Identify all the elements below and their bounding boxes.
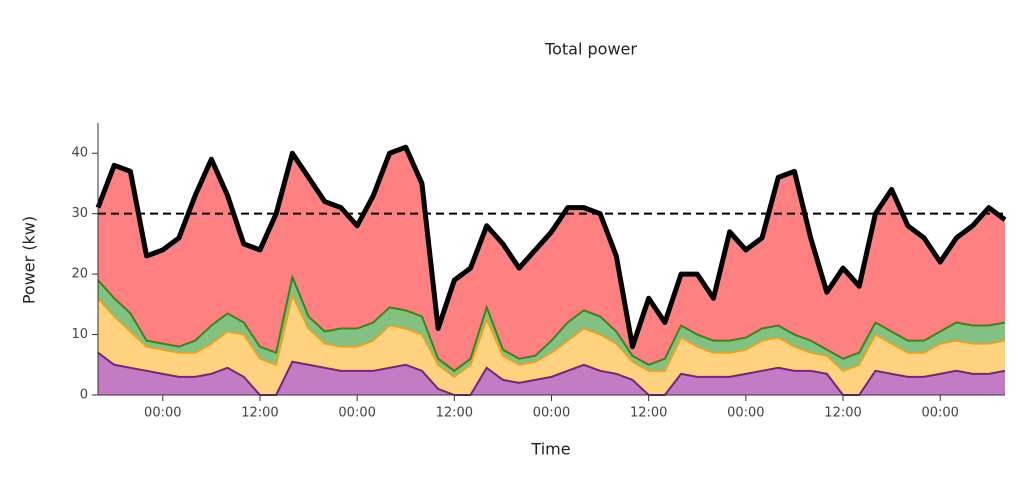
x-axis-label: Time — [530, 440, 570, 459]
x-tick-label: 00:00 — [533, 406, 570, 421]
y-tick-label: 30 — [71, 206, 88, 221]
x-tick-label: 00:00 — [144, 406, 181, 421]
x-tick-label: 12:00 — [241, 406, 278, 421]
y-tick-label: 0 — [80, 388, 88, 403]
x-tick-label: 00:00 — [921, 406, 958, 421]
x-tick-label: 00:00 — [727, 406, 764, 421]
area-edge — [97, 292, 1006, 379]
y-tick-label: 20 — [71, 267, 88, 282]
x-tick-label: 12:00 — [824, 406, 861, 421]
x-tick-label: 12:00 — [630, 406, 667, 421]
x-tick-label: 00:00 — [338, 406, 375, 421]
area-edge — [97, 273, 1006, 373]
total-line — [95, 144, 1007, 350]
y-tick-label: 40 — [71, 146, 88, 161]
chart-title: Total power — [544, 40, 637, 59]
y-axis-label: Power (kw) — [20, 216, 39, 304]
area — [98, 295, 1005, 395]
y-tick-label: 10 — [71, 327, 88, 342]
x-tick-label: 12:00 — [436, 406, 473, 421]
area — [98, 352, 1005, 395]
